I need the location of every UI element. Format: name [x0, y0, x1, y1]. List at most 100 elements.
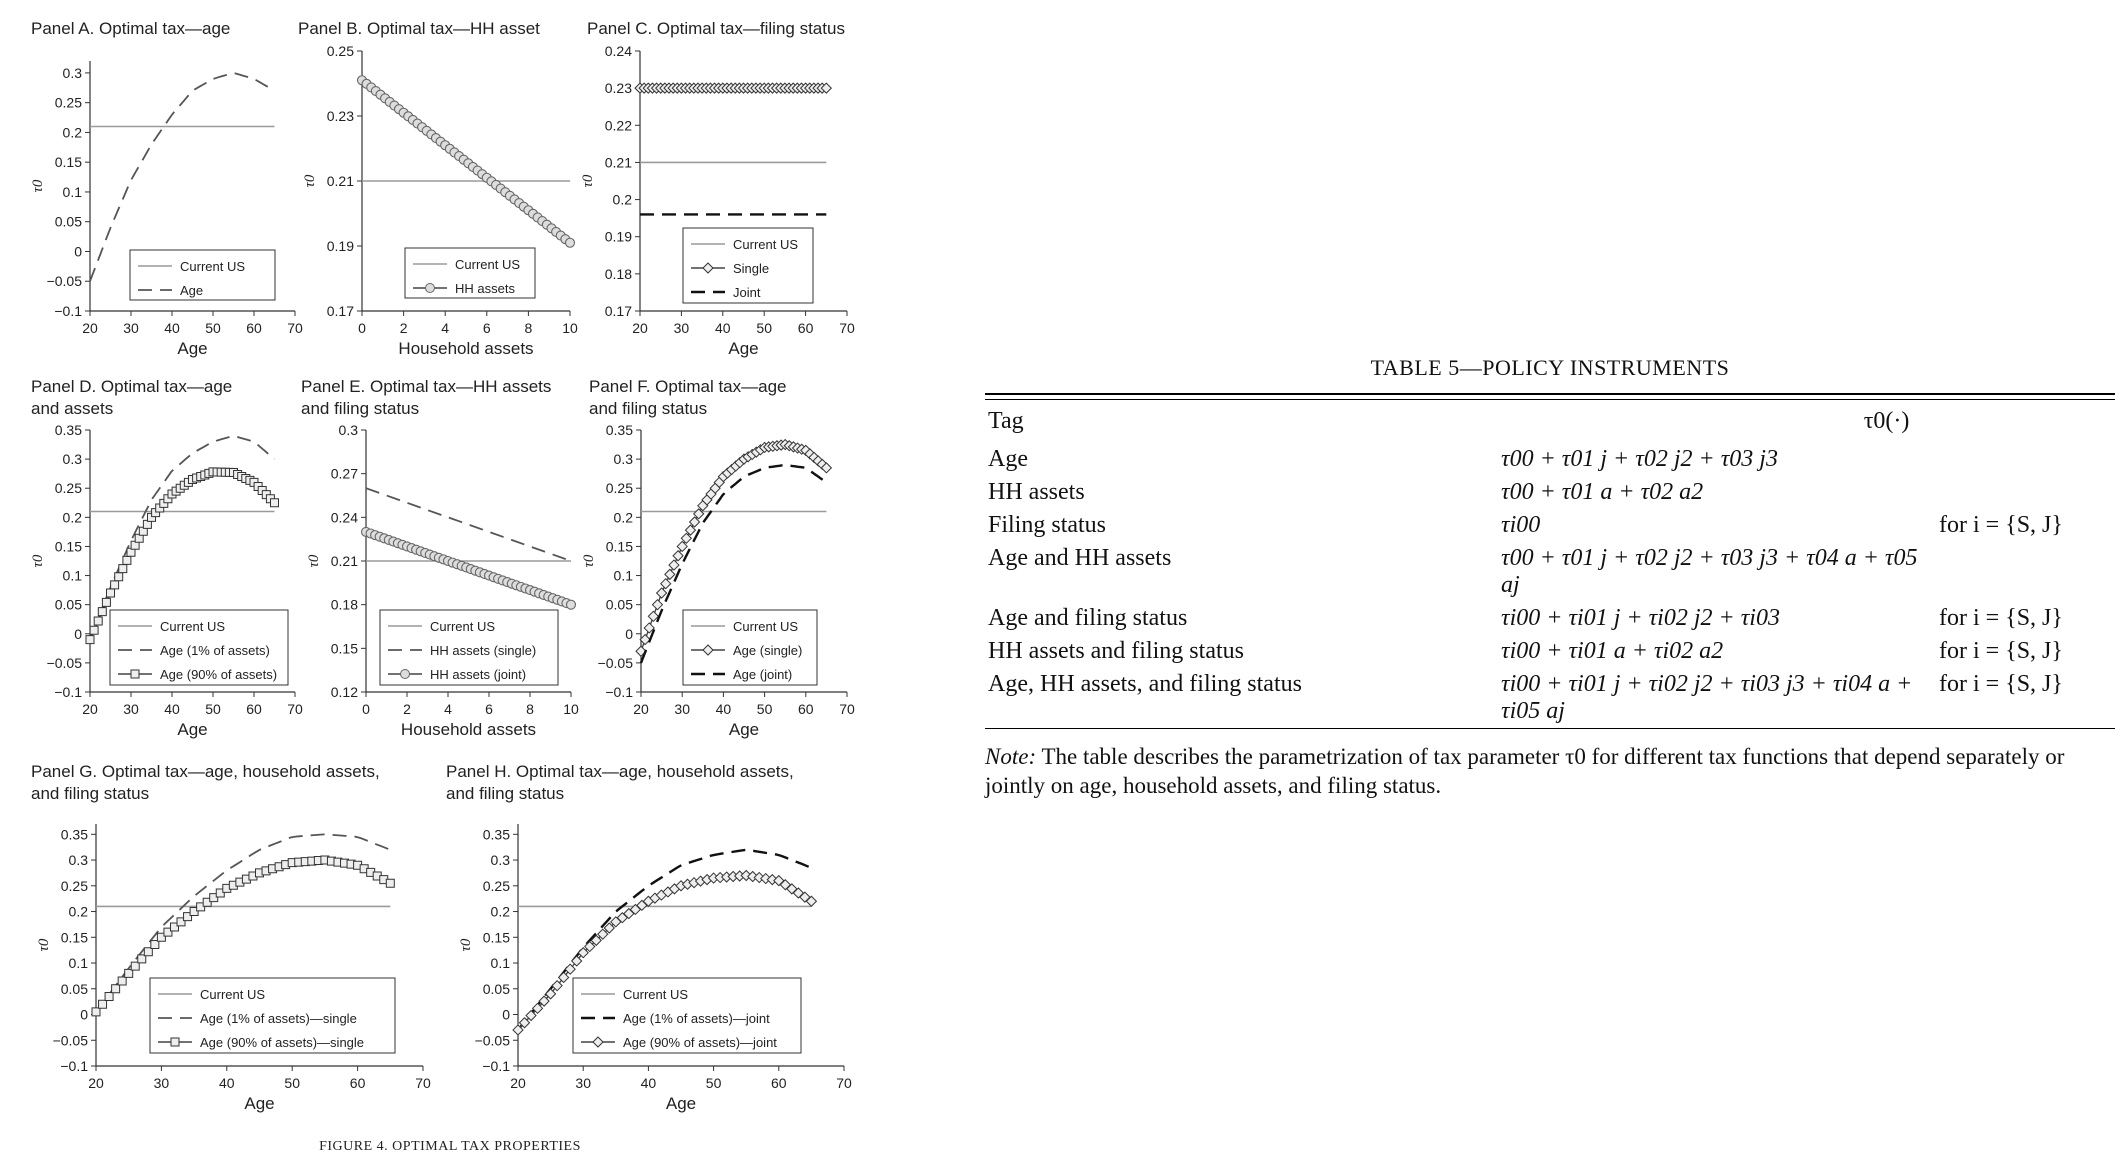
legend-label: Current US [200, 987, 265, 1002]
y-tick-label: 0.24 [605, 43, 632, 59]
y-tick-label: 0.1 [69, 955, 89, 971]
series-marker [766, 873, 778, 886]
x-tick-label: 8 [526, 701, 534, 717]
panel-title: Panel C. Optimal tax—filing status [587, 19, 845, 38]
series-marker [603, 922, 615, 934]
series-marker [118, 564, 128, 574]
legend-label: Age (90% of assets) [160, 667, 277, 682]
legend-marker [702, 262, 714, 274]
series-marker [274, 862, 284, 872]
series-line-2 [639, 463, 828, 664]
x-tick-label: 30 [123, 701, 139, 717]
legend-label: Age (joint) [733, 667, 792, 682]
y-axis-label: τ0 [30, 554, 46, 567]
series-marker [655, 587, 668, 599]
y-tick-label: 0.21 [331, 553, 358, 569]
legend-label: HH assets [455, 281, 515, 296]
y-tick-label: 0.2 [491, 904, 511, 920]
series-marker [680, 532, 693, 545]
y-tick-label: 0.18 [331, 597, 358, 613]
series-marker [150, 939, 160, 949]
panel-title: Panel F. Optimal tax—age [589, 377, 786, 396]
y-tick-label: 0.3 [69, 852, 89, 868]
y-tick-label: 0.25 [483, 878, 510, 894]
panel-c: Panel C. Optimal tax—filing status 20 30 40… [580, 19, 855, 358]
x-tick-label: 70 [839, 320, 855, 336]
row-condition: for i = {S, J} [1939, 638, 2063, 664]
series-marker [156, 932, 166, 942]
series-marker [544, 988, 557, 1000]
series-marker [183, 912, 193, 922]
legend-label: Current US [180, 259, 245, 274]
series-marker [137, 954, 147, 964]
table-row: HH assets and filing status τi00 + τi01 a… [985, 635, 2115, 668]
y-axis-label: τ0 [36, 938, 52, 951]
series-marker [124, 968, 134, 978]
series-marker [97, 607, 107, 617]
legend-box [572, 977, 802, 1054]
y-tick-label: 0.15 [483, 929, 510, 945]
x-tick-label: 50 [706, 1075, 722, 1091]
series-marker [820, 462, 833, 474]
x-axis-label: Age [177, 720, 207, 739]
panel-a: Panel A. Optimal tax—age 20 30 40 50 60 70 −0.1… [30, 19, 303, 358]
panel-title: and assets [31, 399, 113, 418]
series-marker [130, 961, 140, 971]
y-tick-label: 0.22 [605, 117, 632, 133]
x-axis-label: Age [666, 1094, 696, 1113]
y-tick-label: 0.15 [55, 538, 82, 554]
y-tick-label: 0.25 [327, 43, 354, 59]
x-tick-label: 2 [403, 701, 411, 717]
x-tick-label: 40 [715, 320, 731, 336]
y-tick-label: −0.05 [47, 655, 83, 671]
series-marker [792, 887, 805, 899]
x-tick-label: 70 [287, 701, 303, 717]
y-tick-label: 0.35 [61, 826, 88, 842]
series-marker [564, 237, 576, 248]
y-axis-label: τ0 [306, 554, 322, 567]
panel-title: Panel G. Optimal tax—age, household asse… [31, 762, 380, 781]
legend-label: Current US [455, 257, 520, 272]
series-marker [688, 516, 701, 528]
x-tick-label: 8 [525, 320, 533, 336]
panel-h: Panel H. Optimal tax—age, household asse… [446, 762, 852, 1113]
row-formula: τ00 + τ01 a + τ02 a2 [1501, 479, 1704, 505]
x-tick-label: 4 [441, 320, 449, 336]
legend-label: Single [733, 261, 769, 276]
y-tick-label: 0.3 [491, 852, 511, 868]
x-tick-label: 60 [350, 1075, 366, 1091]
x-axis-label: Age [177, 339, 207, 358]
series-marker [660, 577, 672, 590]
series-marker [196, 902, 206, 912]
legend-label: Joint [733, 285, 761, 300]
row-tag: HH assets [988, 479, 1085, 505]
row-formula: τi00 + τi01 a + τi02 a2 [1501, 638, 1724, 664]
table-grid: Tag τ0(·) Age τ00 + τ01 j + τ02 j2 + τ03 … [985, 400, 2115, 728]
series-marker [202, 897, 212, 907]
y-axis-label: τ0 [580, 174, 596, 187]
legend-label: Current US [623, 987, 688, 1002]
x-tick-label: 70 [839, 701, 855, 717]
series-marker [531, 1002, 544, 1015]
row-tag: HH assets and filing status [988, 638, 1244, 664]
x-axis-label: Age [244, 1094, 274, 1113]
series-marker [176, 917, 186, 927]
series-marker [89, 625, 99, 635]
series-marker [255, 868, 264, 878]
y-tick-label: 0.05 [55, 597, 82, 613]
y-tick-label: 0.2 [63, 124, 83, 140]
series-marker [512, 1024, 524, 1036]
series-line-1 [95, 833, 391, 1013]
x-tick-label: 6 [485, 701, 493, 717]
series-marker [101, 597, 111, 607]
series-marker [557, 971, 570, 984]
panel-title: and filing status [589, 399, 707, 418]
x-tick-label: 20 [632, 320, 648, 336]
series-marker [117, 976, 127, 986]
panel-title: and filing status [31, 784, 149, 803]
panel-title: Panel B. Optimal tax—HH asset [298, 19, 540, 38]
y-tick-label: −0.05 [598, 655, 634, 671]
legend-label: HH assets (single) [430, 643, 536, 658]
series-marker [228, 880, 238, 890]
series-marker [518, 1017, 531, 1029]
